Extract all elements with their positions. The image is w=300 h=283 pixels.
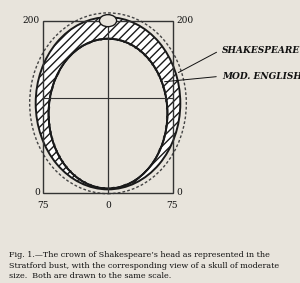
Text: 75: 75 (38, 201, 49, 211)
Text: 0: 0 (176, 188, 182, 197)
Text: 75: 75 (167, 201, 178, 211)
Text: 200: 200 (176, 16, 193, 25)
Text: 0: 0 (105, 201, 111, 211)
Text: 200: 200 (23, 16, 40, 25)
Text: 0: 0 (34, 188, 40, 197)
Ellipse shape (50, 40, 166, 187)
Ellipse shape (49, 39, 167, 188)
Ellipse shape (99, 15, 117, 27)
Ellipse shape (36, 17, 180, 189)
Text: MOD. ENGLISH: MOD. ENGLISH (222, 72, 300, 81)
Text: Fig. 1.—The crown of Shakespeare’s head as represented in the
Stratford bust, wi: Fig. 1.—The crown of Shakespeare’s head … (9, 251, 279, 280)
Bar (44, 21, 172, 193)
Text: SHAKESPEARE: SHAKESPEARE (222, 46, 300, 55)
